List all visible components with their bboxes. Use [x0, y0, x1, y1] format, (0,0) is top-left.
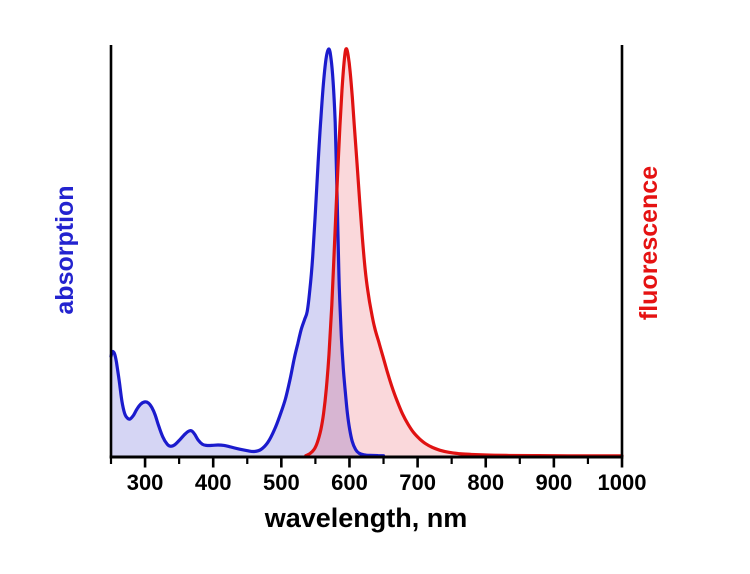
x-tick-label: 300: [127, 470, 164, 495]
fluorescence-axis-label: fluorescence: [635, 166, 663, 320]
x-tick-labels: 300 400 500 600 700 800 900 1000: [127, 470, 647, 495]
x-axis-label: wavelength, nm: [264, 503, 468, 533]
x-tick-label: 700: [399, 470, 436, 495]
axes: [109, 45, 624, 459]
x-tick-label: 400: [195, 470, 232, 495]
x-tick-label: 900: [536, 470, 573, 495]
x-ticks: [109, 458, 624, 468]
absorption-area: [111, 48, 384, 456]
x-tick-label: 600: [331, 470, 368, 495]
x-tick-label: 500: [263, 470, 300, 495]
absorption-curve: [109, 47, 386, 458]
x-tick-label: 800: [467, 470, 504, 495]
plot-area: [109, 47, 624, 458]
absorption-axis-label: absorption: [51, 185, 79, 314]
fluorescence-curve: [304, 47, 624, 458]
x-tick-label: 1000: [598, 470, 647, 495]
fluorescence-area: [305, 48, 622, 457]
